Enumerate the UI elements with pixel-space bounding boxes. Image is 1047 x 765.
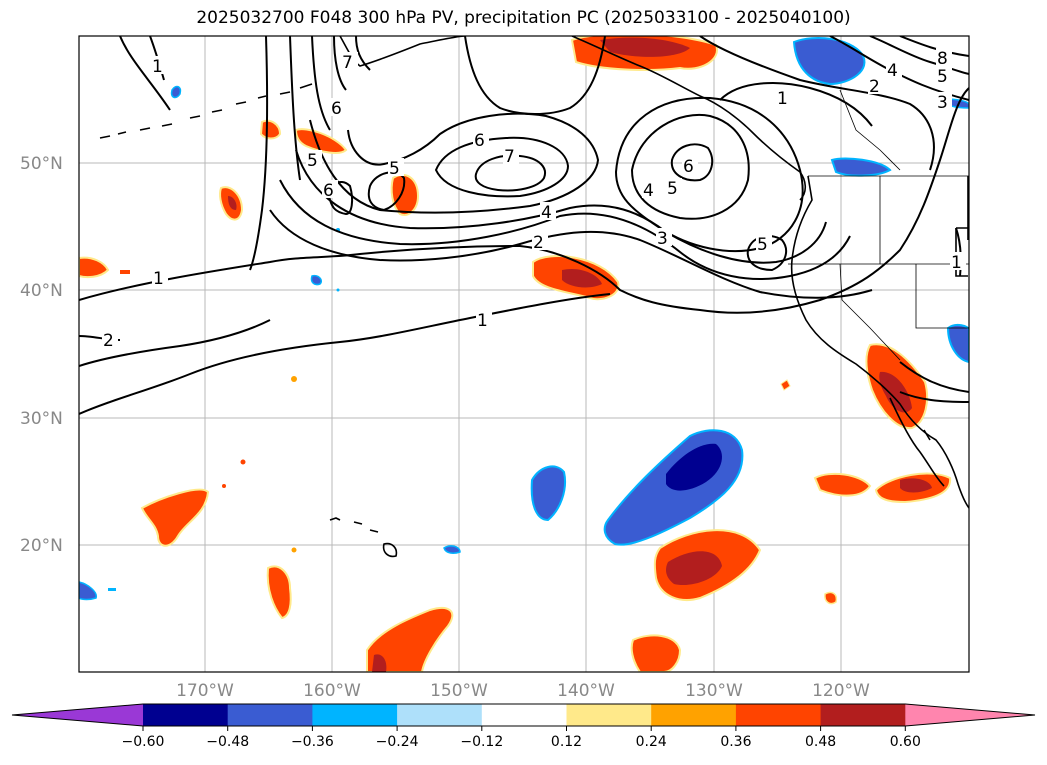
- lat-label-20n: 20°N: [20, 536, 63, 556]
- colorbar-segment: [312, 704, 398, 726]
- contour-label: 5: [667, 179, 678, 199]
- contour-label: 1: [153, 269, 164, 289]
- contour-label: 2: [869, 77, 880, 97]
- colorbar-segment: [397, 704, 483, 726]
- contour-label: 6: [323, 181, 334, 201]
- lat-label-30n: 30°N: [20, 409, 63, 429]
- colorbar-segment: [143, 704, 229, 726]
- colorbar-segment: [735, 704, 822, 726]
- contour-label: 1: [152, 57, 163, 77]
- map-plot-area: [79, 36, 969, 672]
- colorbar-tick-label: −0.36: [291, 734, 334, 750]
- colorbar-segment: [651, 704, 737, 726]
- pv-contour-4: [295, 149, 827, 264]
- contour-label: 5: [757, 235, 768, 255]
- precip-anomaly-south: [366, 607, 454, 672]
- pv-contours: [79, 36, 969, 415]
- contour-label: 1: [477, 311, 488, 331]
- contour-label: 7: [342, 53, 353, 73]
- baja-peninsula: [889, 397, 945, 487]
- contour-label: 6: [474, 131, 485, 151]
- precip-positive-anomalies: [79, 36, 952, 672]
- lon-label-160w: 160°W: [303, 681, 361, 701]
- political-borders: [788, 89, 969, 361]
- map-frame: [78, 35, 970, 673]
- lon-label-170w: 170°W: [176, 681, 234, 701]
- colorbar-tick-label: −0.60: [122, 734, 165, 750]
- pv-contour-labels: 1 7 6 5 6 5 6 7 4 2 1 3 6 5: [102, 48, 966, 351]
- precip-negative-anomalies: [79, 37, 969, 601]
- colorbar-segment: [566, 704, 652, 726]
- colorbar-tick-label: −0.12: [460, 734, 503, 750]
- us-west-coast: [790, 175, 969, 509]
- latitude-axis-labels: 50°N 40°N 30°N 20°N: [20, 154, 63, 556]
- pv-contour-6-east: [630, 114, 750, 220]
- precip-anomaly-pacific-nw-neg: [792, 37, 866, 86]
- contour-label: 8: [937, 49, 948, 69]
- contour-label: 1: [951, 253, 962, 273]
- colorbar-tick-label: 0.60: [890, 734, 921, 750]
- pv-contour-3: [279, 179, 851, 280]
- map-title: 2025032700 F048 300 hPa PV, precipitatio…: [196, 8, 851, 28]
- pv-contour-7: [474, 154, 546, 192]
- longitude-axis-labels: 170°W 160°W 150°W 140°W 130°W 120°W: [176, 681, 870, 701]
- contour-label: 4: [887, 61, 898, 81]
- contour-label: 5: [389, 159, 400, 179]
- pv-contour-1-main: [79, 87, 969, 314]
- hawaii-islands: [329, 517, 398, 558]
- lon-label-150w: 150°W: [430, 681, 488, 701]
- contour-label: 6: [683, 157, 694, 177]
- contour-label: 4: [643, 181, 654, 201]
- lon-label-130w: 130°W: [685, 681, 743, 701]
- colorbar: −0.60 −0.48 −0.36 −0.24 −0.12 0.12 0.24 0.36 0.4…: [11, 703, 1036, 750]
- colorbar-segment: [820, 704, 906, 726]
- pv-contour-1-south: [79, 293, 611, 415]
- colorbar-extend-max: [905, 704, 1035, 726]
- contour-label: 3: [937, 93, 948, 113]
- lat-label-40n: 40°N: [20, 281, 63, 301]
- colorbar-tick-label: 0.24: [636, 734, 667, 750]
- colorbar-tick-label: 0.48: [805, 734, 836, 750]
- colorbar-tick-label: −0.48: [206, 734, 249, 750]
- aleutian-chain: [99, 83, 313, 139]
- contour-label: 2: [103, 331, 114, 351]
- colorbar-segment: [481, 704, 567, 726]
- contour-label: 1: [777, 89, 788, 109]
- colorbar-tick-label: 0.12: [551, 734, 582, 750]
- contour-label: 4: [541, 203, 552, 223]
- lat-label-50n: 50°N: [20, 154, 63, 174]
- pv-contour-2: [269, 209, 873, 299]
- contour-label: 5: [937, 67, 948, 87]
- colorbar-tick-label: −0.24: [376, 734, 419, 750]
- contour-label: 2: [533, 233, 544, 253]
- colorbar-extend-min: [12, 704, 143, 726]
- contour-label: 3: [657, 229, 668, 249]
- lon-label-140w: 140°W: [557, 681, 615, 701]
- contour-label: 5: [307, 151, 318, 171]
- colorbar-tick-label: 0.36: [720, 734, 751, 750]
- lon-label-120w: 120°W: [812, 681, 870, 701]
- colorbar-segment: [227, 704, 313, 726]
- contour-label: 6: [331, 99, 342, 119]
- contour-label: 7: [504, 147, 515, 167]
